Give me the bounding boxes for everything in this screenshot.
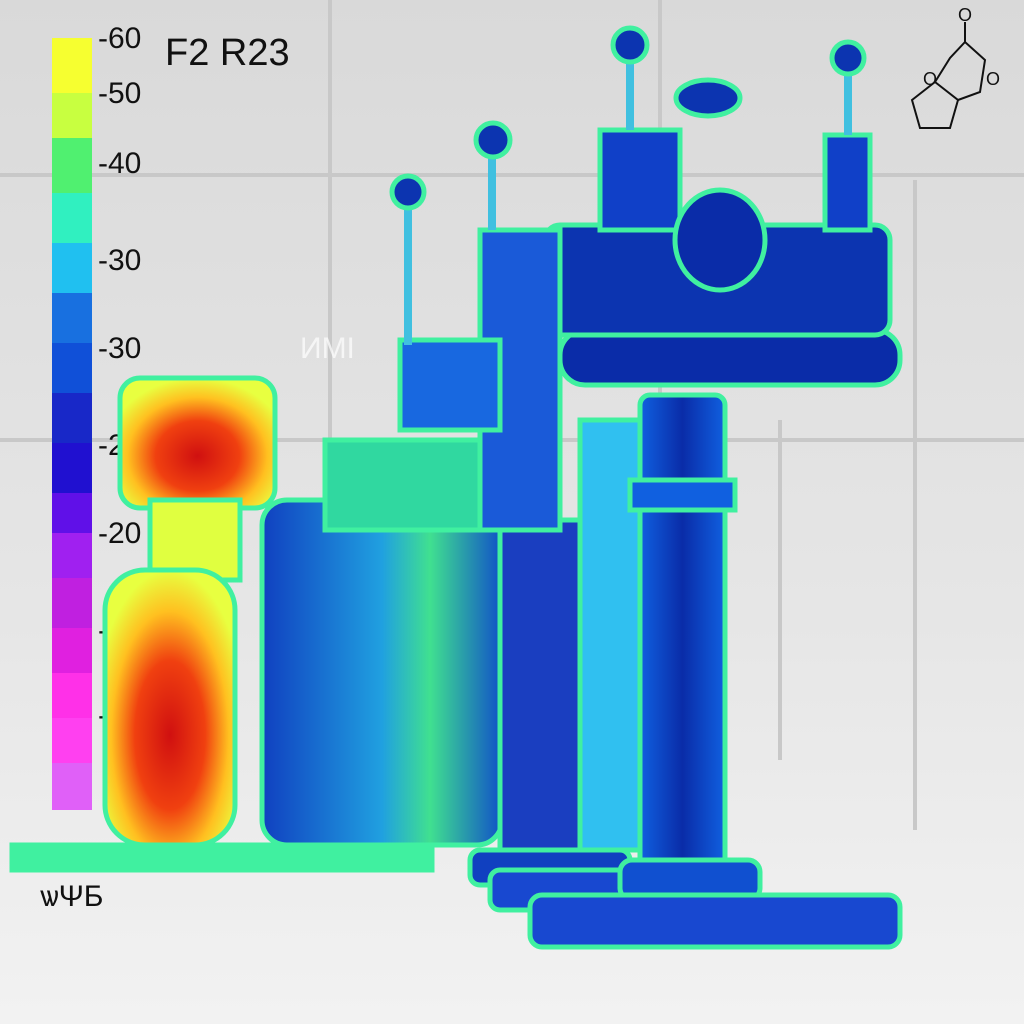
machine: [9, 25, 903, 950]
title: F2 R23: [165, 32, 290, 74]
colorbar-label: -30: [98, 332, 141, 365]
colorbar-label: -20: [98, 517, 141, 550]
atom-label: O: [958, 5, 972, 25]
watermark: ИMI: [300, 332, 355, 365]
atom-label: O: [923, 69, 937, 89]
caption: ѡΨБ: [40, 880, 103, 913]
colorbar-label: -50: [98, 77, 141, 110]
atom-label: O: [986, 69, 1000, 89]
molecule: [910, 22, 987, 129]
colorbar-label: -30: [98, 244, 141, 277]
colorbar-label: -60: [98, 22, 141, 55]
colorbar-label: -40: [98, 147, 141, 180]
colorbar: [52, 38, 92, 810]
